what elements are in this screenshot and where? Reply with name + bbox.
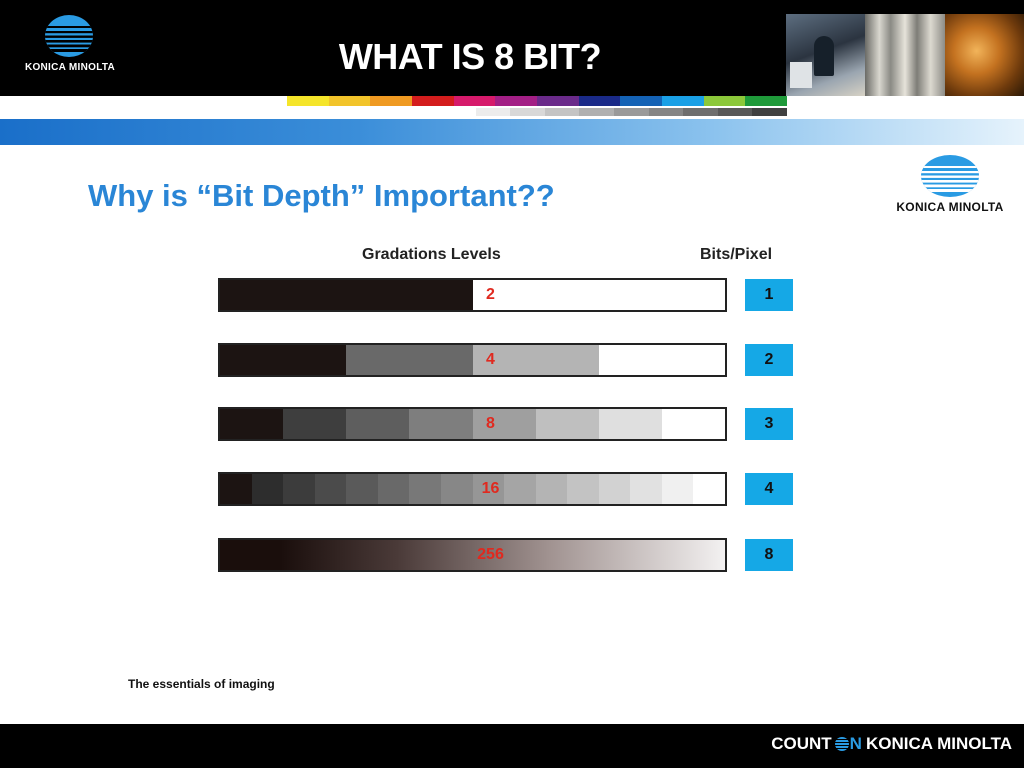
gradation-levels-header: Gradations Levels <box>362 246 501 263</box>
gradation-level-label: 2 <box>220 280 725 310</box>
gradation-step <box>504 474 536 504</box>
gray-swatch <box>544 108 580 116</box>
gray-swatch <box>683 108 718 116</box>
gradation-level-value: 8 <box>486 415 495 432</box>
gray-swatch <box>579 108 614 116</box>
gradation-step <box>630 474 662 504</box>
gradation-step <box>661 409 725 439</box>
gradation-bar: 256 <box>218 538 727 572</box>
bits-per-pixel-box: 1 <box>745 279 793 311</box>
gradation-level-value: 2 <box>486 286 495 303</box>
gradation-step <box>346 474 378 504</box>
gray-swatch <box>510 108 545 116</box>
gradation-bar: 4 <box>218 343 727 377</box>
color-swatch <box>703 96 746 106</box>
color-swatch <box>662 96 704 106</box>
color-swatch <box>537 96 579 106</box>
gray-swatch <box>441 108 476 116</box>
footer-count: COUNT <box>771 734 832 753</box>
gradation-step <box>598 409 662 439</box>
gradation-step <box>346 409 410 439</box>
footer-on: N <box>834 734 862 754</box>
header-photo-strip <box>786 14 1024 96</box>
gradation-step <box>535 409 599 439</box>
footnote: The essentials of imaging <box>128 677 275 691</box>
bits-per-pixel-header: Bits/Pixel <box>700 246 773 263</box>
content-subtitle: Why is “Bit Depth” Important?? <box>88 178 555 213</box>
gradation-step <box>693 474 725 504</box>
gradation-step <box>283 409 347 439</box>
color-swatch <box>412 96 454 106</box>
gradation-step <box>472 280 725 310</box>
gradation-bar: 8 <box>218 407 727 441</box>
gradation-level-label: 4 <box>220 345 725 375</box>
bits-per-pixel-box: 2 <box>745 344 793 376</box>
gradation-level-value: 4 <box>486 351 495 368</box>
gradation-step <box>472 409 536 439</box>
gradation-step <box>535 474 568 504</box>
globe-logo-icon <box>921 155 979 197</box>
gradation-step <box>661 474 694 504</box>
globe-logo-icon <box>45 15 93 57</box>
gray-swatch <box>717 108 753 116</box>
gradation-level-value: 16 <box>481 480 500 497</box>
gray-strip <box>441 108 787 116</box>
slide-footer: COUNT N KONICA MINOLTA <box>0 724 1024 768</box>
gradation-step <box>567 474 599 504</box>
gradation-level-label: 16 <box>220 474 725 504</box>
blue-gradient-band <box>0 119 1024 145</box>
bits-per-pixel-box: 4 <box>745 473 793 505</box>
logo-wordmark: KONICA MINOLTA <box>24 62 116 73</box>
gray-swatch <box>752 108 787 116</box>
office-photo <box>786 14 866 96</box>
gradation-step <box>220 280 473 310</box>
footer-brand: COUNT N KONICA MINOLTA <box>771 734 1012 754</box>
color-swatch <box>370 96 413 106</box>
gradation-level-label: 256 <box>220 540 725 570</box>
footer-brand-name: KONICA MINOLTA <box>865 734 1012 753</box>
gradation-step <box>598 345 725 375</box>
footer-on-letter: N <box>849 734 862 753</box>
color-swatch <box>620 96 663 106</box>
color-strip <box>287 96 788 106</box>
color-swatch <box>453 96 496 106</box>
gradation-bar: 2 <box>218 278 727 312</box>
bits-per-pixel-box: 3 <box>745 408 793 440</box>
color-swatch <box>495 96 538 106</box>
color-swatch <box>745 96 788 106</box>
gradation-step <box>598 474 631 504</box>
gradation-step <box>409 474 441 504</box>
gradation-level-value: 256 <box>477 546 504 563</box>
gradation-step <box>440 474 473 504</box>
on-o-icon <box>834 737 849 751</box>
gradation-step <box>314 474 347 504</box>
gradation-step <box>472 345 599 375</box>
gray-swatch <box>648 108 684 116</box>
konica-minolta-side-logo: KONICA MINOLTA <box>882 154 1018 218</box>
logo-wordmark: KONICA MINOLTA <box>896 200 1004 214</box>
color-swatch <box>578 96 621 106</box>
gradation-step <box>220 474 252 504</box>
color-swatch <box>328 96 371 106</box>
columns-photo <box>865 14 945 96</box>
gavel-photo <box>944 14 1024 96</box>
gradation-step <box>472 474 505 504</box>
gradation-level-label: 8 <box>220 409 725 439</box>
gradation-step <box>377 474 410 504</box>
bits-per-pixel-box: 8 <box>745 539 793 571</box>
gradation-bar: 16 <box>218 472 727 506</box>
slide-title: WHAT IS 8 BIT? <box>338 36 602 77</box>
konica-minolta-logo: KONICA MINOLTA <box>18 14 122 78</box>
slide-header: KONICA MINOLTA WHAT IS 8 BIT? <box>0 0 1024 96</box>
color-swatch <box>287 96 329 106</box>
gradation-step <box>346 345 473 375</box>
gradation-step <box>283 474 315 504</box>
gray-swatch <box>613 108 649 116</box>
gradation-step <box>409 409 473 439</box>
gradation-step <box>220 409 284 439</box>
gray-swatch <box>475 108 511 116</box>
gradation-step <box>220 345 347 375</box>
gradation-step <box>251 474 284 504</box>
